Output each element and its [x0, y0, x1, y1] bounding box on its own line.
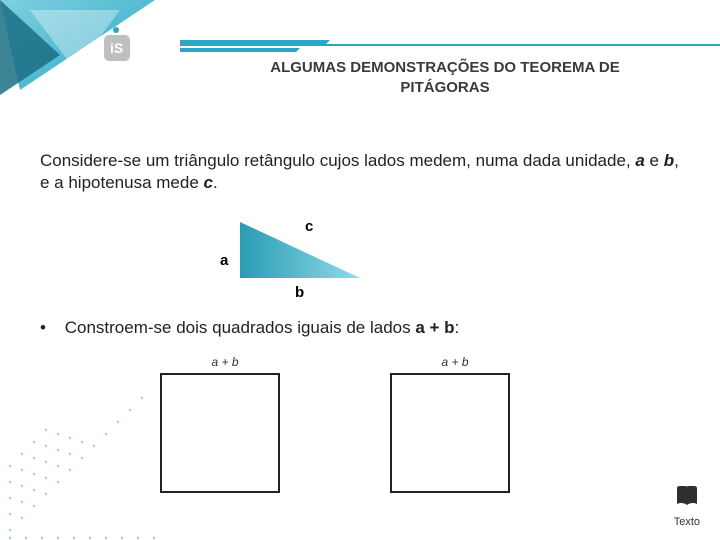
- book-icon: [674, 483, 700, 509]
- publisher-logo: Texto: [674, 483, 700, 528]
- slide-title: ALGUMAS DEMONSTRAÇÕES DO TEOREMA DE PITÁ…: [200, 58, 690, 97]
- triangle-shape: [200, 210, 370, 282]
- square-left-label: a + b: [160, 355, 290, 369]
- bullet-marker: •: [40, 318, 60, 338]
- header-stripes: [180, 40, 720, 52]
- square-right-group: a + b: [390, 355, 520, 493]
- triangle-label-c: c: [305, 218, 313, 235]
- title-line-2: PITÁGORAS: [400, 79, 489, 96]
- bullet-suffix: :: [455, 318, 460, 337]
- corner-logo-graphic: iS: [0, 0, 200, 140]
- title-line-1: ALGUMAS DEMONSTRAÇÕES DO TEOREMA DE: [270, 59, 619, 76]
- triangle-label-a: a: [220, 252, 228, 269]
- publisher-name: Texto: [674, 516, 700, 528]
- right-triangle-figure: a b c: [200, 210, 400, 300]
- square-left-box: [160, 373, 280, 493]
- bullet-prefix: Constroem-se dois quadrados iguais de la…: [65, 318, 416, 337]
- svg-text:iS: iS: [110, 40, 123, 56]
- intro-suffix: .: [213, 173, 218, 192]
- intro-paragraph: Considere-se um triângulo retângulo cujo…: [40, 150, 680, 194]
- intro-var-b: b: [664, 151, 674, 170]
- bullet-expr: a + b: [415, 318, 454, 337]
- two-squares-figure: a + b a + b: [140, 355, 560, 495]
- intro-var-c: c: [204, 173, 213, 192]
- intro-var-a: a: [635, 151, 644, 170]
- square-left-group: a + b: [160, 355, 290, 493]
- square-right-box: [390, 373, 510, 493]
- triangle-label-b: b: [295, 284, 304, 301]
- bullet-paragraph: • Constroem-se dois quadrados iguais de …: [40, 318, 680, 338]
- intro-mid1: e: [645, 151, 664, 170]
- intro-prefix: Considere-se um triângulo retângulo cujo…: [40, 151, 635, 170]
- square-right-label: a + b: [390, 355, 520, 369]
